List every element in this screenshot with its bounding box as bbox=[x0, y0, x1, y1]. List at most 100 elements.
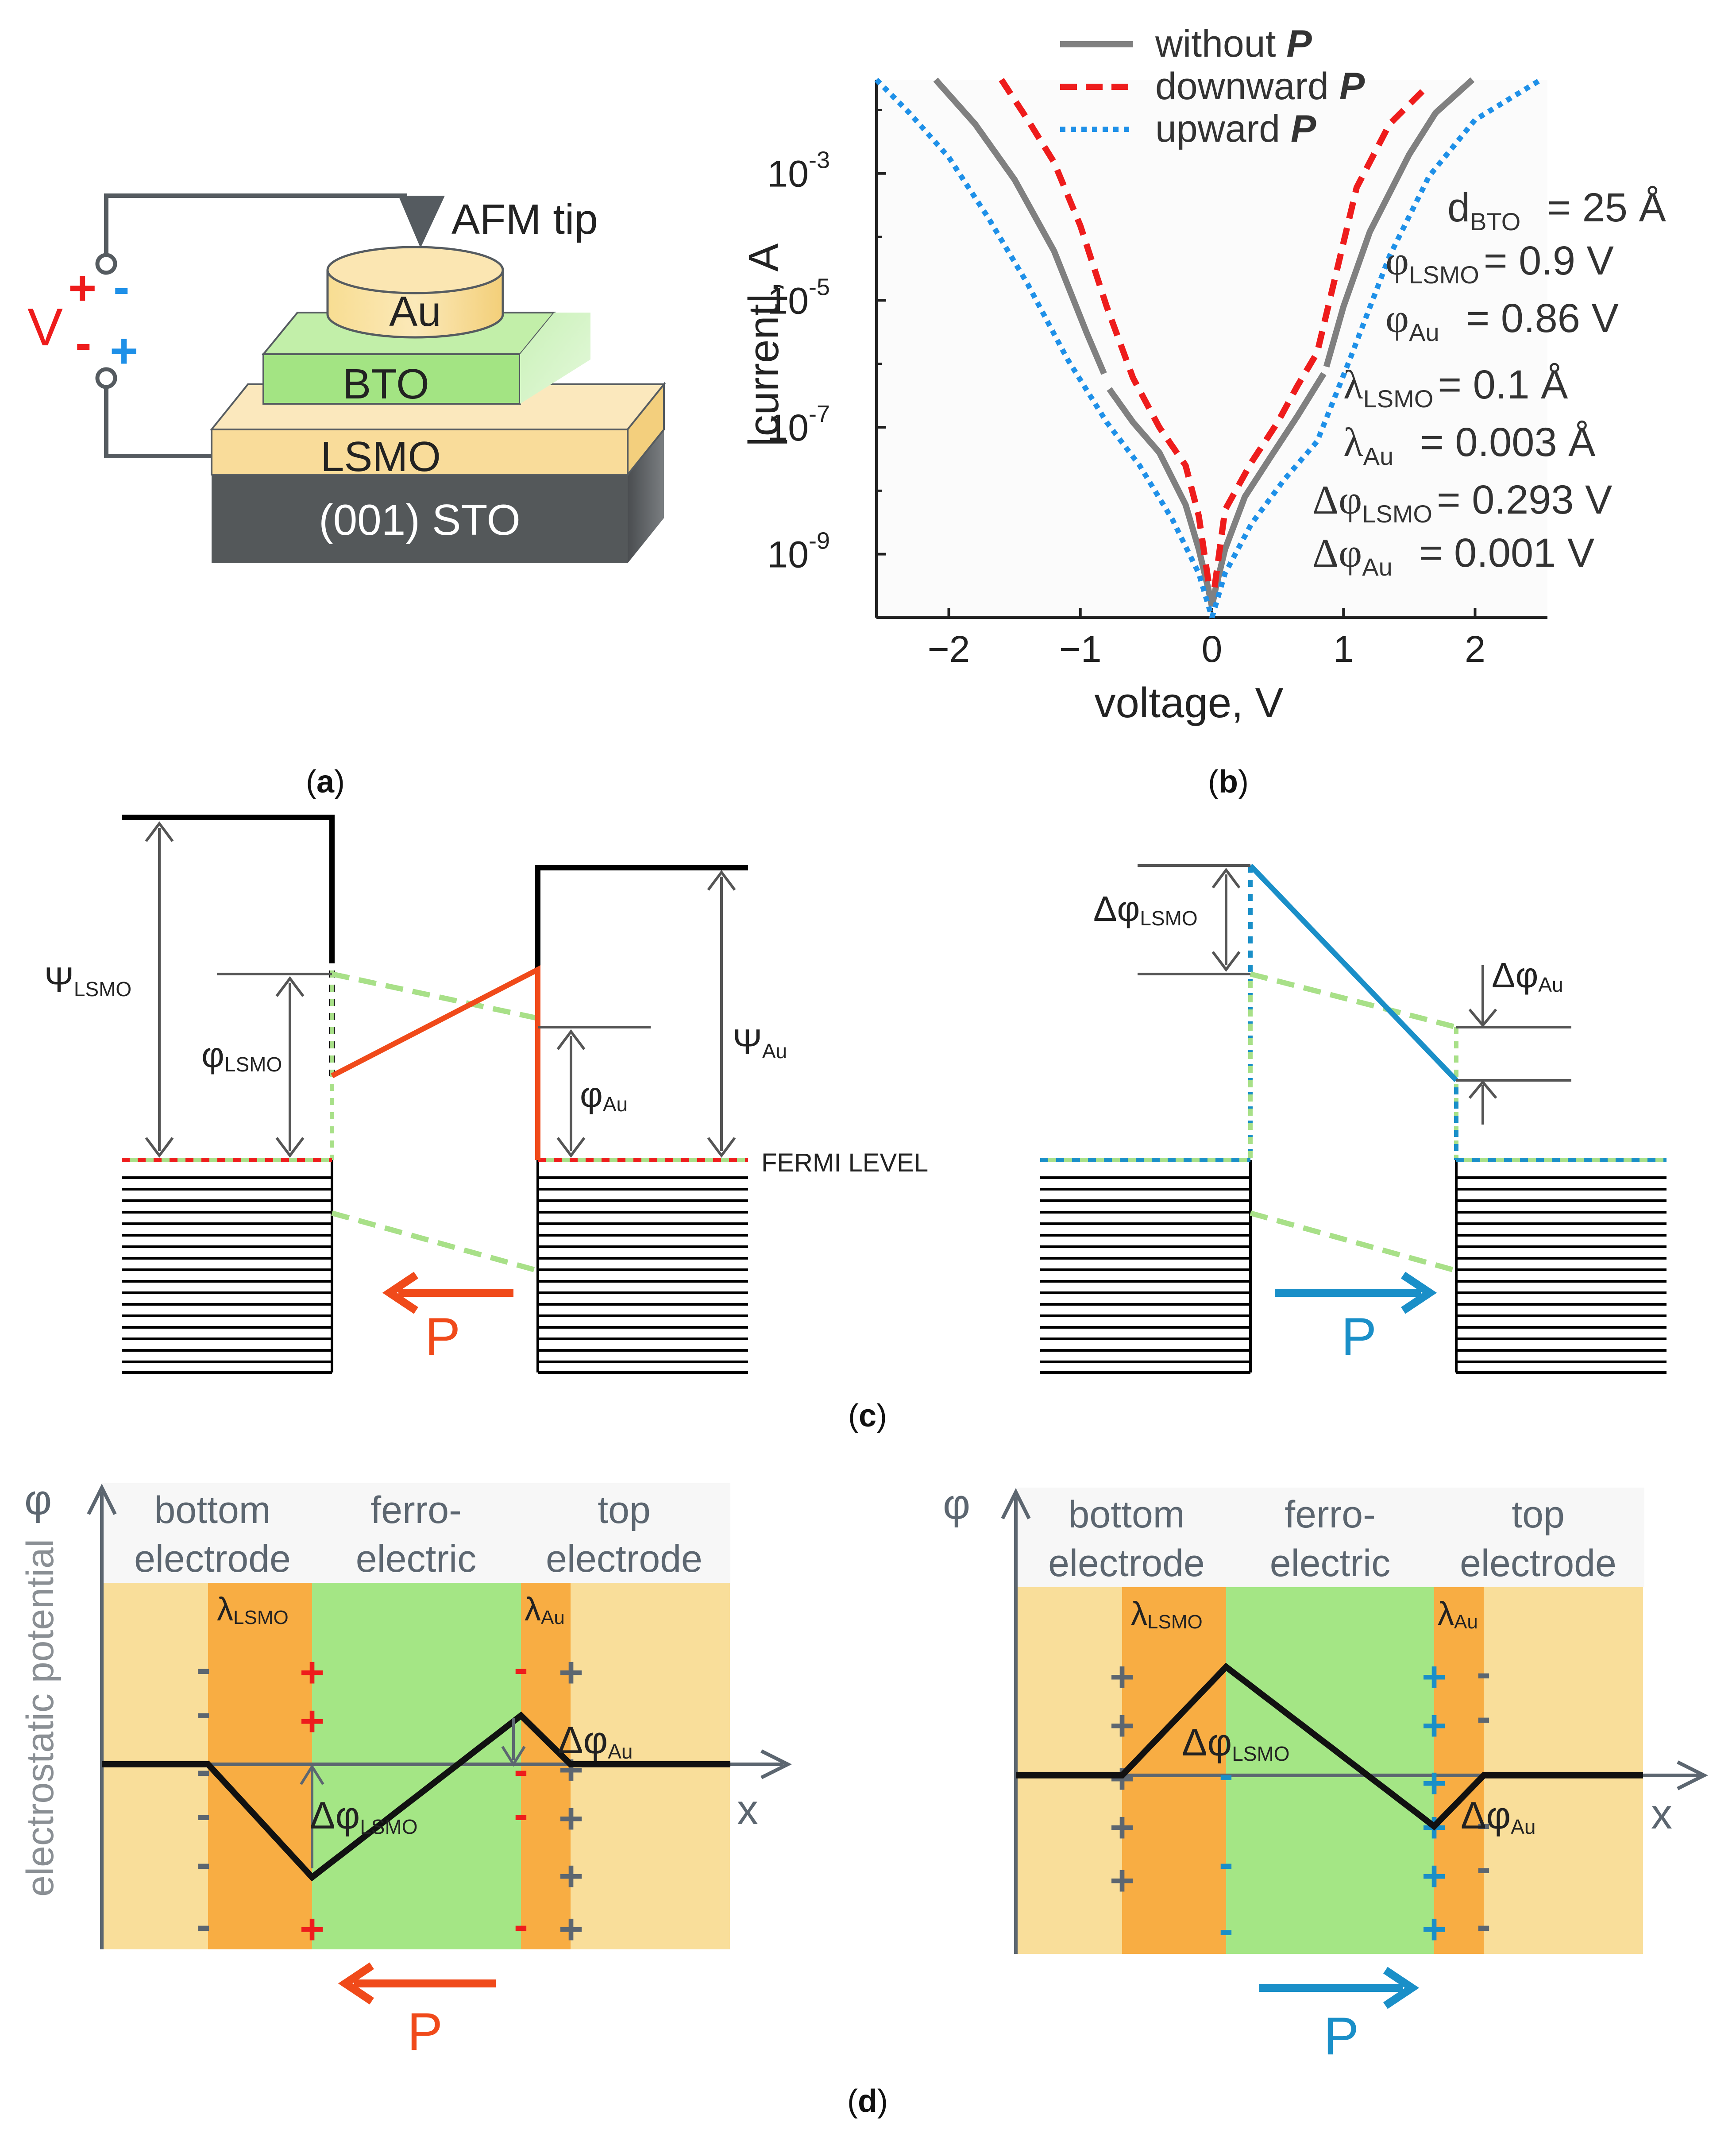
dphi-au-d-label: ΔφAu bbox=[558, 1719, 633, 1763]
bottom-electrode-title-1: bottom bbox=[154, 1489, 271, 1531]
svg-text:-: - bbox=[1219, 1751, 1233, 1798]
band-right-electrode bbox=[536, 1160, 748, 1374]
tick-group: −2 −1 0 1 210-310-510-710-9 bbox=[768, 108, 1485, 670]
vacuum-level-au bbox=[535, 865, 748, 1018]
au-disk-top bbox=[326, 246, 504, 294]
legend-item-upward: upward P bbox=[1155, 108, 1316, 150]
svg-text:+: + bbox=[1422, 1852, 1447, 1900]
p-label-d-upward: P bbox=[1323, 2006, 1359, 2066]
p-arrowhead-d-upward bbox=[1383, 1967, 1420, 2009]
lambda-au-d-label: λAu bbox=[525, 1591, 565, 1628]
caption-b: (b) bbox=[1208, 764, 1249, 800]
lambda-lsmo-d-r-label: λLSMO bbox=[1131, 1595, 1203, 1633]
lambda-lsmo-d-label: λLSMO bbox=[217, 1591, 289, 1628]
sto-side bbox=[628, 429, 664, 563]
phi-axis-label: φ bbox=[24, 1476, 52, 1523]
phi-axis-r-arrow bbox=[1001, 1488, 1031, 1519]
p-label-upward: P bbox=[1341, 1307, 1377, 1366]
svg-text:-: - bbox=[197, 1689, 211, 1736]
ferro-title-1: ferro- bbox=[370, 1489, 461, 1531]
svg-text:+: + bbox=[559, 1795, 583, 1842]
p-arrowhead-d-downward bbox=[338, 1962, 374, 2005]
svg-text:+: + bbox=[1110, 1804, 1134, 1851]
dphi-au-c-label: ΔφAu bbox=[1492, 955, 1563, 996]
x-axis-d-label: x bbox=[737, 1786, 758, 1833]
svg-text:-: - bbox=[514, 1644, 528, 1692]
lsmo-label: LSMO bbox=[320, 433, 441, 480]
bottom-electrode-title-r-2: electrode bbox=[1048, 1542, 1205, 1585]
region-ferroelectric-r bbox=[1226, 1587, 1434, 1954]
dphi-d-arrows-left bbox=[300, 1718, 526, 1868]
svg-text:-: - bbox=[1477, 1844, 1491, 1891]
top-electrode-title-1: top bbox=[598, 1489, 651, 1531]
dphi-lsmo-d-r-label: ΔφLSMO bbox=[1182, 1721, 1290, 1765]
region-bottom-electrode-r bbox=[1016, 1587, 1122, 1954]
panel-b: −2 −1 0 1 210-310-510-710-9 voltage, V |curr… bbox=[740, 23, 1666, 727]
bottom-electrode-title-r-1: bottom bbox=[1069, 1493, 1185, 1536]
svg-text:+: + bbox=[1422, 1906, 1447, 1953]
svg-text:+: + bbox=[559, 1852, 583, 1900]
svg-text:+: + bbox=[1422, 1702, 1447, 1749]
afm-tip-icon bbox=[398, 196, 445, 248]
svg-text:-: - bbox=[197, 1839, 211, 1886]
dims-left bbox=[145, 821, 736, 1158]
panel-c: ΨLSMO φLSMO φAu ΨAu FERMI LEVEL P bbox=[44, 815, 1667, 1374]
legend: without P downward P upward P bbox=[1060, 23, 1365, 150]
param-phi-lsmo: φLSMO = 0.9 V bbox=[1385, 238, 1614, 289]
bottom-electrode-title-2: electrode bbox=[134, 1538, 291, 1580]
band-right-diagram bbox=[1040, 1160, 1667, 1374]
barrier-no-p bbox=[331, 971, 539, 1021]
x-tick-label: 2 bbox=[1465, 628, 1485, 670]
band-left-electrode bbox=[122, 1160, 333, 1374]
phi-lsmo-label: φLSMO bbox=[201, 1035, 282, 1076]
terminal-top bbox=[95, 253, 117, 275]
y-tick-label: 10-9 bbox=[768, 528, 830, 576]
wire-top bbox=[104, 193, 407, 264]
p-arrowhead-downward bbox=[382, 1272, 418, 1314]
svg-text:-: - bbox=[197, 1901, 211, 1948]
region-lambda-au-r bbox=[1434, 1587, 1484, 1954]
x-axis-d-r-label: x bbox=[1651, 1790, 1672, 1838]
plot-area bbox=[876, 80, 1547, 615]
ferro-title-r-2: electric bbox=[1270, 1542, 1390, 1585]
band-edge-r-no-p bbox=[1250, 1210, 1457, 1273]
svg-text:-: - bbox=[1477, 1901, 1491, 1948]
sign-bottom-blue: + bbox=[110, 324, 138, 378]
band-edge-no-p bbox=[331, 1210, 539, 1273]
svg-text:+: + bbox=[1110, 1857, 1134, 1904]
barrier-upward-p bbox=[1248, 863, 1458, 1082]
svg-text:+: + bbox=[559, 1649, 583, 1696]
bto-label: BTO bbox=[343, 360, 429, 408]
svg-text:+: + bbox=[1422, 1653, 1447, 1701]
y-axis-label: |current|, A bbox=[740, 244, 787, 448]
param-lambda-lsmo: λLSMO = 0.1 Å bbox=[1343, 362, 1568, 413]
x-axis-d-r-arrow bbox=[1677, 1760, 1708, 1790]
p-arrowhead-upward bbox=[1401, 1272, 1437, 1314]
vacuum-level-lsmo bbox=[122, 815, 335, 956]
series-upward-p-right bbox=[1209, 77, 1543, 619]
barrier-downward-p bbox=[331, 965, 540, 1160]
series-group bbox=[874, 77, 1543, 619]
caption-d: (d) bbox=[847, 2084, 888, 2119]
lambda-au-d-r-label: λAu bbox=[1438, 1595, 1478, 1633]
panel-d-right: φ x bottom electrode ferro- electric top… bbox=[943, 1481, 1708, 2066]
legend-item-without: without P bbox=[1155, 23, 1312, 65]
top-electrode-title-2: electrode bbox=[546, 1538, 702, 1580]
ferro-title-r-1: ferro- bbox=[1285, 1493, 1375, 1536]
voltage-label: V bbox=[27, 298, 63, 357]
p-label-downward: P bbox=[425, 1307, 460, 1366]
iv-chart: −2 −1 0 1 210-310-510-710-9 voltage, V |curr… bbox=[740, 77, 1547, 727]
dims-right bbox=[1138, 864, 1571, 1125]
sto-label: (001) STO bbox=[319, 495, 521, 544]
potential-profile-downward bbox=[102, 1711, 730, 1882]
top-electrode-title-r-2: electrode bbox=[1460, 1542, 1616, 1585]
svg-text:-: - bbox=[197, 1746, 211, 1794]
svg-text:+: + bbox=[1110, 1653, 1134, 1701]
top-electrode-title-r-1: top bbox=[1512, 1493, 1565, 1536]
param-dphi-au: ΔφAu = 0.001 V bbox=[1312, 530, 1594, 581]
charges-right: + + + + + - - - + + + + + + - - - - - bbox=[1110, 1649, 1491, 1953]
panel-a: V + - - + (001) STO LSMO BTO Au AFM tip bbox=[27, 193, 666, 563]
x-axis-label: voltage, V bbox=[1095, 679, 1284, 727]
charges-left: - - - - - - + + + - - - - + + + + + bbox=[197, 1644, 583, 1953]
